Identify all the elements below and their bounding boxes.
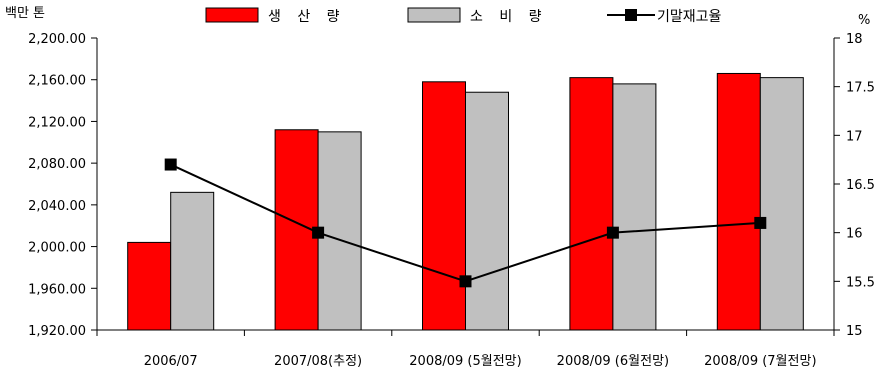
bar-consumption-2 [465,91,509,331]
y-right-tick-label: 15.5 [846,275,875,290]
stock-ratio-point-4 [754,216,767,229]
stock-ratio-point-1 [312,226,325,239]
bar-consumption-3 [612,83,657,331]
bars [127,72,804,331]
y-left-tick-label: 2,120.00 [28,115,86,130]
legend-swatch-consumption [407,7,461,23]
bar-consumption-4 [759,77,804,331]
bar-consumption-1 [317,131,362,331]
bar-production-4 [716,72,761,331]
y-left-ticks: 1,920.00 1,960.00 2,000.00 2,040.00 2,080.00… [28,32,97,339]
stock-ratio-point-0 [164,158,177,171]
x-tick-label: 2008/09 (6월전망) [557,354,669,369]
legend-label-production: 생 산 량 [268,9,346,25]
y-left-tick-label: 2,040.00 [28,199,86,214]
legend-label-consumption: 소 비 량 [470,9,548,25]
stock-ratio-point-2 [459,275,472,288]
stock-ratio-line [164,158,767,288]
y-right-tick-label: 16.5 [846,178,875,193]
y-left-unit: 백만 톤 [5,6,45,21]
x-tick-label: 2008/09 (7월전망) [704,354,816,369]
legend: 생 산 량 소 비 량 기말재고율 [205,7,722,25]
legend-marker-stock [625,9,637,21]
y-left-tick-label: 2,200.00 [28,32,86,47]
stock-ratio-point-3 [606,226,619,239]
x-tick-label: 2008/09 (5월전망) [409,354,521,369]
y-left-tick-label: 2,160.00 [28,74,86,89]
bar-production-0 [127,241,172,331]
y-right-tick-label: 17.5 [846,81,875,96]
y-right-unit: % [858,13,870,28]
bar-production-3 [569,77,614,331]
y-right-tick-label: 15 [846,324,863,339]
legend-label-stock: 기말재고율 [657,9,722,25]
x-tick-label: 2006/07 [144,354,198,369]
y-left-tick-label: 2,080.00 [28,157,86,172]
bar-consumption-0 [170,191,215,331]
y-right-tick-label: 16 [846,227,863,242]
y-right-tick-label: 18 [846,32,863,47]
y-left-tick-label: 2,000.00 [28,241,86,256]
y-left-tick-label: 1,920.00 [28,324,86,339]
x-tick-label: 2007/08(추정) [274,354,362,369]
y-right-ticks: 15 15.5 16 16.5 17 17.5 18 [834,32,875,339]
legend-swatch-production [205,7,259,23]
y-right-tick-label: 17 [846,129,863,144]
x-ticks: 2006/07 2007/08(추정) 2008/09 (5월전망) 2008/09 … [96,330,835,369]
y-left-tick-label: 1,960.00 [28,282,86,297]
bar-production-2 [422,81,466,331]
